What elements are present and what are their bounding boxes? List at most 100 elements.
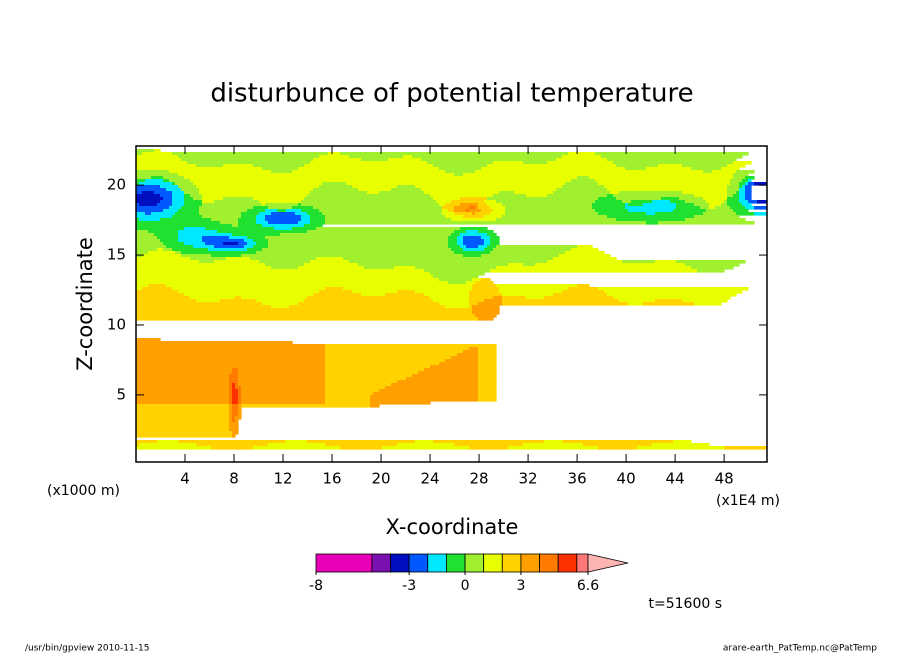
contour-band <box>325 383 392 387</box>
contour-band <box>304 164 434 168</box>
contour-band <box>685 200 707 204</box>
contour-band <box>739 197 746 201</box>
contour-band <box>172 182 176 186</box>
contour-band <box>739 200 749 204</box>
contour-band <box>406 377 479 381</box>
contour-band <box>694 215 740 219</box>
contour-band <box>229 425 239 429</box>
contour-band <box>358 263 509 267</box>
contour-band <box>673 209 707 213</box>
contour-band <box>136 356 326 360</box>
contour-band <box>565 182 599 186</box>
contour-band <box>178 230 218 234</box>
contour-band <box>466 245 479 249</box>
contour-band <box>262 302 299 306</box>
contour-band <box>301 200 437 204</box>
contour-band <box>508 263 524 267</box>
colorbar-box <box>520 553 540 573</box>
contour-band <box>238 407 242 411</box>
contour-band <box>256 242 269 246</box>
contour-band <box>241 254 464 258</box>
contour-band <box>430 194 494 198</box>
contour-band <box>325 359 446 363</box>
contour-band <box>229 383 233 387</box>
contour-band <box>472 311 500 315</box>
contour-band <box>691 167 722 171</box>
contour-band <box>163 176 185 180</box>
contour-band <box>229 389 233 393</box>
contour-band <box>493 296 503 300</box>
contour-band <box>496 266 692 270</box>
contour-band <box>478 398 497 402</box>
contour-band <box>178 239 203 243</box>
contour-band <box>673 440 692 444</box>
contour-band <box>475 281 494 285</box>
contour-band <box>223 242 239 246</box>
contour-band <box>613 194 695 198</box>
contour-band <box>259 260 311 264</box>
contour-band <box>136 410 230 414</box>
contour-band <box>187 161 311 165</box>
contour-band <box>229 380 239 384</box>
contour-band <box>442 212 455 216</box>
contour-band <box>505 209 596 213</box>
contour-band <box>340 446 383 450</box>
contour-band <box>172 194 185 198</box>
contour-band <box>607 158 737 162</box>
contour-band <box>358 188 392 192</box>
contour-band <box>727 200 740 204</box>
contour-band <box>181 188 200 192</box>
contour-band <box>307 212 323 216</box>
contour-band <box>211 254 242 258</box>
contour-band <box>685 218 746 222</box>
contour-band <box>271 212 296 216</box>
contour-band <box>253 446 341 450</box>
contour-band <box>136 389 230 393</box>
contour-band <box>325 353 458 357</box>
contour-band <box>202 203 263 207</box>
contour-band <box>136 164 197 168</box>
contour-band <box>478 374 497 378</box>
contour-band <box>175 212 200 216</box>
contour-band <box>235 419 239 423</box>
contour-band <box>154 191 173 195</box>
contour-band <box>220 221 239 225</box>
contour-band <box>235 416 242 420</box>
contour-band <box>241 392 326 396</box>
contour-band <box>625 203 629 207</box>
contour-band <box>136 383 230 387</box>
contour-band <box>136 209 164 213</box>
contour-band <box>220 299 257 303</box>
contour-band <box>205 227 275 231</box>
contour-band <box>304 224 323 228</box>
contour-band <box>604 185 728 189</box>
contour-band <box>646 221 659 225</box>
contour-band <box>598 182 731 186</box>
contour-band <box>136 353 326 357</box>
contour-band <box>430 365 479 369</box>
contour-band <box>487 197 599 201</box>
contour-band <box>502 215 608 219</box>
contour-band <box>475 314 497 318</box>
contour-band <box>160 185 179 189</box>
contour-band <box>679 197 704 201</box>
contour-band <box>235 383 239 387</box>
contour-band <box>745 197 752 201</box>
contour-band <box>136 413 230 417</box>
contour-band <box>136 401 230 405</box>
contour-band <box>136 257 191 261</box>
colorbar-box <box>557 553 578 573</box>
contour-band <box>184 203 203 207</box>
contour-band <box>325 443 398 447</box>
colorbar-box <box>539 553 559 573</box>
contour-band <box>526 296 545 300</box>
contour-band <box>478 350 497 354</box>
contour-band <box>379 389 479 393</box>
contour-band <box>262 203 266 207</box>
contour-band <box>721 203 728 207</box>
contour-band <box>364 266 395 270</box>
contour-band <box>442 206 455 210</box>
contour-band <box>424 293 470 297</box>
contour-band <box>253 164 305 168</box>
contour-band <box>136 407 230 411</box>
